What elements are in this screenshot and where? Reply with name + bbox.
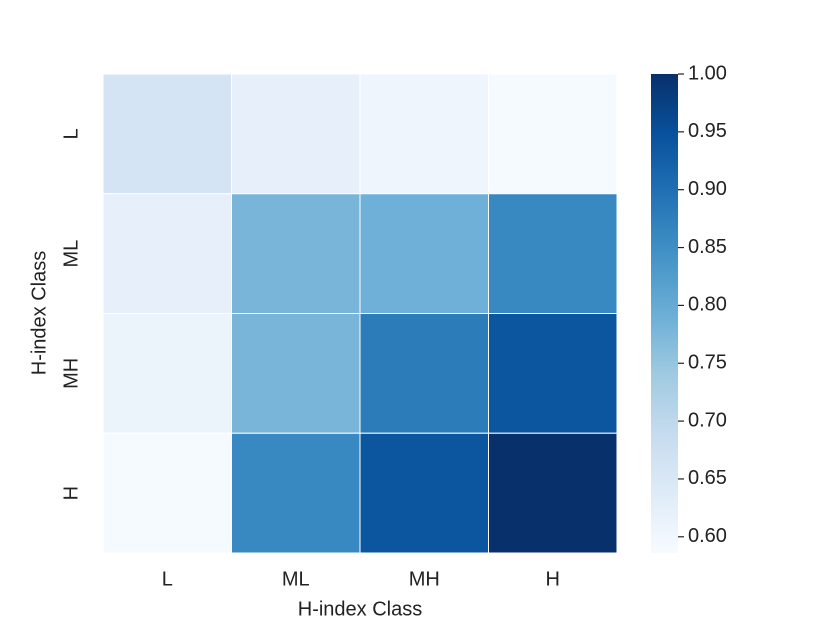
heatmap-cell (359, 73, 489, 195)
heatmap-cell (102, 193, 232, 314)
colorbar-tick-label: 1.00 (688, 62, 727, 84)
colorbar (651, 74, 678, 553)
x-tick-label: ML (282, 568, 310, 590)
y-axis-label: H-index Class (28, 251, 50, 375)
heatmap-cell (359, 313, 489, 434)
heatmap-cell (102, 313, 232, 434)
y-tick-label: ML (60, 240, 82, 268)
heatmap-cell (488, 73, 618, 195)
y-tick-label: H (60, 486, 82, 500)
heatmap-cell (231, 193, 361, 314)
x-tick-label: L (162, 568, 173, 590)
colorbar-tick-label: 0.90 (688, 178, 727, 200)
heatmap-cell (102, 432, 232, 554)
colorbar-tick-label: 0.75 (688, 352, 727, 374)
heatmap-cell (231, 432, 361, 554)
heatmap-cell (102, 73, 232, 195)
heatmap-cell (359, 193, 489, 314)
x-tick-label: H (546, 568, 560, 590)
heatmap-cell (488, 193, 618, 314)
heatmap-cell (231, 73, 361, 195)
colorbar-tick-label: 0.70 (688, 409, 727, 431)
y-tick-label: MH (60, 358, 82, 389)
x-axis-label: H-index Class (298, 598, 422, 620)
x-tick-label: MH (409, 568, 440, 590)
y-tick-label: L (60, 128, 82, 139)
heatmap-cell (488, 432, 618, 554)
heatmap-cell (488, 313, 618, 434)
heatmap-cell (231, 313, 361, 434)
colorbar-tick-label: 0.60 (688, 525, 727, 547)
colorbar-tick-label: 0.65 (688, 467, 727, 489)
colorbar-tick-label: 0.80 (688, 294, 727, 316)
colorbar-tick-label: 0.95 (688, 120, 727, 142)
colorbar-tick-label: 0.85 (688, 236, 727, 258)
heatmap-cell (359, 432, 489, 554)
